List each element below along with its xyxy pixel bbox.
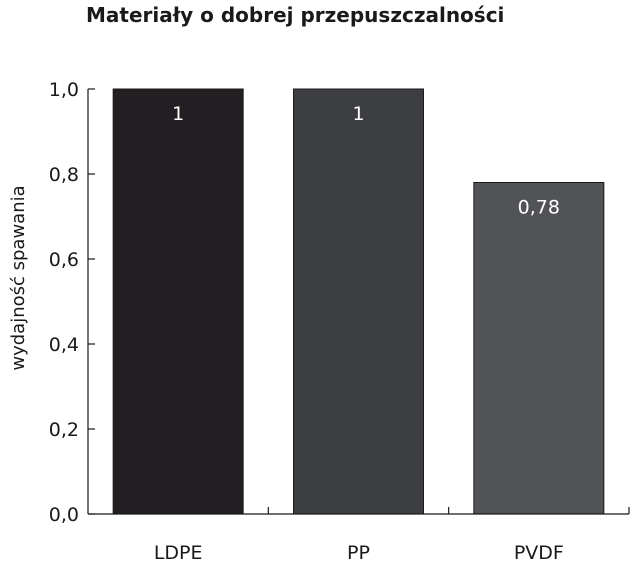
y-tick-label: 1,0 xyxy=(49,79,79,101)
bar-ldpe xyxy=(112,88,244,515)
x-tick-label: PVDF xyxy=(514,542,564,564)
chart-title: Materiały o dobrej przepuszczalności xyxy=(86,3,504,27)
y-tick-label: 0,2 xyxy=(49,419,79,441)
x-tick-label: LDPE xyxy=(154,542,203,564)
plot-area: 1 LDPE 1 PP 0,78 PVDF 0,0 0,2 0,4 0,6 0,8 1,0 xyxy=(49,79,630,564)
bar-pvdf xyxy=(473,182,605,515)
y-tick-label: 0,6 xyxy=(49,249,79,271)
x-tick-label: PP xyxy=(347,542,370,564)
y-axis-label: wydajność spawania xyxy=(8,185,29,370)
y-tick-label: 0,0 xyxy=(49,504,79,526)
bar-value-label: 1 xyxy=(352,103,364,125)
bar-value-label: 0,78 xyxy=(518,197,560,219)
y-tick-label: 0,4 xyxy=(49,334,79,356)
bar-pp xyxy=(293,88,424,515)
bar-value-label: 1 xyxy=(172,103,184,125)
y-tick-label: 0,8 xyxy=(49,164,79,186)
